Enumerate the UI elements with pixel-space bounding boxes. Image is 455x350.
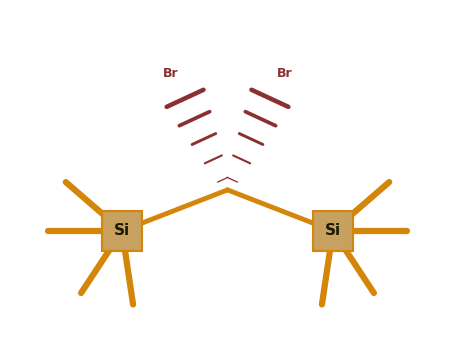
Text: Si: Si: [114, 223, 130, 238]
Text: Br: Br: [162, 67, 178, 80]
Text: Si: Si: [325, 223, 341, 238]
FancyBboxPatch shape: [102, 211, 142, 251]
Text: Br: Br: [277, 67, 293, 80]
FancyBboxPatch shape: [313, 211, 353, 251]
